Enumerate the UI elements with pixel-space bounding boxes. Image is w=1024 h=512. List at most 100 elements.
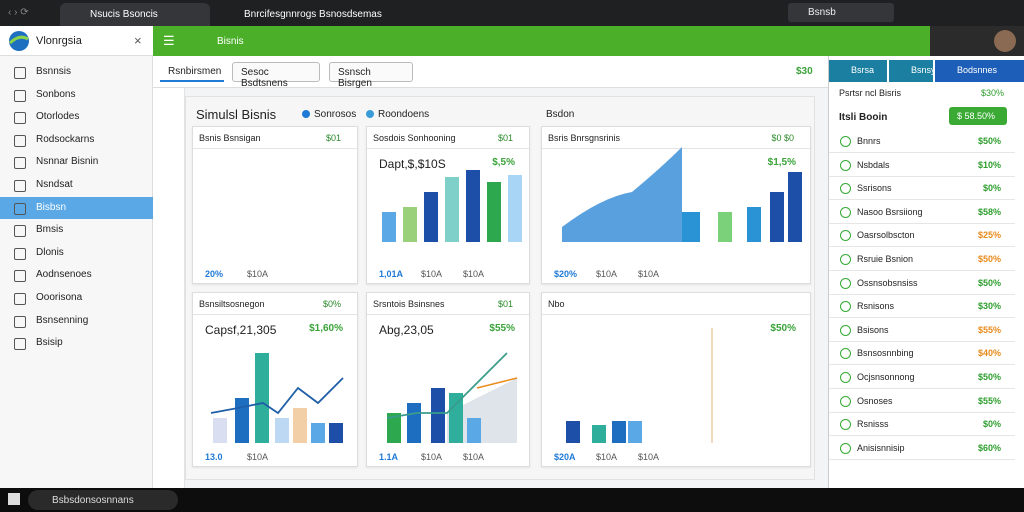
panel-row[interactable]: Bsnsosnnbing $40% bbox=[829, 342, 1015, 366]
row-label: Nasoo Bsrsiiong bbox=[857, 206, 923, 217]
badge: $30 bbox=[796, 66, 813, 77]
panel-row[interactable]: Ossnsobsnsiss $50% bbox=[829, 272, 1015, 295]
browser-tabs: ‹ › ⟳ Nsucis Bsoncis Bnrcifesgnnrogs Bsn… bbox=[0, 0, 1024, 26]
nav-item[interactable]: Ooorisona bbox=[0, 287, 153, 309]
nav-item[interactable]: Aodnsenoes bbox=[0, 264, 153, 286]
row-value: $50% bbox=[977, 254, 1001, 264]
card: Sosdois Sonhooning $01 Dapt,$,$10S $,5% 1,01… bbox=[366, 126, 530, 284]
panel-tab[interactable]: Bodsnnes bbox=[935, 60, 1024, 82]
card-percent: $55% bbox=[489, 323, 515, 334]
chart-thumbnail bbox=[566, 328, 713, 443]
chart-thumbnail bbox=[386, 352, 518, 443]
row-value: $25% bbox=[977, 230, 1001, 241]
panel-row[interactable]: Bnnrs $50% bbox=[829, 130, 1015, 153]
card-footer: 20% bbox=[205, 269, 224, 279]
sidebar: Vlonrgsia × Bsnnsis Sonbons Otorlodes Rodso… bbox=[0, 26, 153, 488]
card-footer: $10A bbox=[596, 452, 618, 462]
nav-item[interactable]: Rodsockarns bbox=[0, 129, 153, 151]
panel-row[interactable]: Rsruie Bsnion $50% bbox=[829, 248, 1015, 271]
card-headline: Capsf,21,305 bbox=[205, 323, 277, 337]
nav-item[interactable]: Bsisip bbox=[0, 332, 153, 354]
icon-column bbox=[153, 88, 185, 488]
highlight-button[interactable]: $ 58.50% bbox=[949, 107, 1007, 125]
nav-item[interactable]: Nsnnar Bisnin bbox=[0, 151, 153, 173]
row-label: Bsisons bbox=[857, 324, 889, 335]
search-box[interactable]: Bsnsb bbox=[788, 3, 894, 22]
row-value: $55% bbox=[977, 324, 1001, 335]
panel-row[interactable]: Ocjsnsonnong $50% bbox=[829, 366, 1015, 389]
row-value: $55% bbox=[977, 395, 1001, 406]
card-title: Srsntois Bsinsnes bbox=[373, 299, 445, 309]
card-tag: $0 $0 bbox=[771, 133, 794, 143]
sidebar-header: Vlonrgsia × bbox=[0, 26, 153, 56]
card-footer: $10A bbox=[247, 269, 269, 279]
panel-row[interactable]: Rsnisss $0% bbox=[829, 413, 1015, 437]
panel-row[interactable]: Oasrsolbscton $25% bbox=[829, 224, 1015, 248]
card-tag: $01 bbox=[497, 133, 513, 143]
close[interactable]: × bbox=[134, 33, 142, 48]
row-label: Ssrisons bbox=[857, 183, 892, 194]
panel-row[interactable]: Ssrisons $0% bbox=[829, 177, 1015, 201]
avatar[interactable] bbox=[994, 30, 1016, 52]
nav-item[interactable]: Bsnsenning bbox=[0, 310, 153, 332]
card-title: Bsnsiltsosnegon bbox=[199, 299, 265, 309]
card-footer: $10A bbox=[421, 269, 443, 279]
panel-row[interactable]: Nsbdals $10% bbox=[829, 154, 1015, 177]
toolbar-button[interactable]: Ssnsch Bisrgen bbox=[329, 62, 413, 89]
nav-item[interactable]: Sonbons bbox=[0, 84, 153, 106]
card-footer: $20A bbox=[554, 452, 576, 462]
legend-label: Roondoens bbox=[378, 109, 430, 120]
card-footer: 1.1A bbox=[379, 452, 399, 462]
tab[interactable]: Nsucis Bsoncis bbox=[60, 3, 210, 26]
row-value: $0% bbox=[982, 419, 1001, 430]
card-tag: $01 bbox=[497, 299, 513, 309]
highlight-label: Itsli Booin bbox=[839, 112, 888, 123]
card-header: Sosdois Sonhooning bbox=[367, 127, 529, 149]
taskbar-search[interactable]: Bsbsdonsosnnans bbox=[28, 490, 178, 510]
nav-item[interactable]: Otorlodes bbox=[0, 106, 153, 128]
panel-row[interactable]: Rsnisons $30% bbox=[829, 295, 1015, 319]
card-header: Bsnis Bsnsigan bbox=[193, 127, 357, 149]
nav-item[interactable]: Bmsis bbox=[0, 219, 153, 241]
panel-tab[interactable]: Bsrsa bbox=[829, 60, 887, 82]
card: Bsris Bnrsgnsrinis $0 $0 $1,5% $20% $10A $10A bbox=[541, 126, 811, 284]
card-percent: $50% bbox=[770, 323, 796, 334]
card: Bsnsiltsosnegon $0% Capsf,21,305 $1,60% 13.0… bbox=[192, 292, 358, 467]
card-tag: $01 bbox=[325, 133, 341, 143]
chart-thumbnail bbox=[382, 170, 522, 242]
panel-row[interactable]: Nasoo Bsrsiiong $58% bbox=[829, 201, 1015, 224]
card-percent: $1,5% bbox=[767, 157, 796, 168]
toolbar-button[interactable]: Rsnbirsmen bbox=[160, 62, 224, 82]
card-footer: $20% bbox=[554, 269, 578, 279]
panel-row[interactable]: Osnoses $55% bbox=[829, 390, 1015, 413]
nav-item[interactable]: Dlonis bbox=[0, 242, 153, 264]
row-label: Bnnrs bbox=[857, 136, 881, 146]
nav-item[interactable]: Bsnnsis bbox=[0, 61, 153, 83]
start[interactable] bbox=[8, 493, 20, 505]
nav-item[interactable]: Nsndsat bbox=[0, 174, 153, 196]
tab[interactable]: Bnrcifesgnnrogs Bsnosdsemas bbox=[244, 9, 382, 20]
card-footer: 1,01A bbox=[379, 269, 404, 279]
nav[interactable]: ‹ › ⟳ bbox=[8, 7, 29, 18]
row-label: Anisisnnisip bbox=[857, 442, 905, 453]
chart-thumbnail bbox=[562, 147, 802, 242]
card-footer: $10A bbox=[463, 269, 485, 279]
nav-item[interactable]: Bisbsn bbox=[0, 196, 153, 219]
panel-row[interactable]: Bsisons $55% bbox=[829, 319, 1015, 342]
user-area bbox=[930, 26, 1024, 56]
row-value: $10% bbox=[977, 159, 1001, 170]
row-value: $30% bbox=[977, 301, 1001, 312]
card-footer: $10A bbox=[638, 452, 660, 462]
row-label: Rsruie Bsnion bbox=[857, 254, 914, 264]
row-value: $50% bbox=[977, 136, 1001, 146]
panel-header-value: $30% bbox=[980, 88, 1004, 98]
toolbar-button[interactable]: Sesoc Bsdtsnens bbox=[232, 62, 320, 89]
panel-tab[interactable]: Bsnsy bbox=[889, 60, 936, 82]
card-headline: Abg,23,05 bbox=[379, 323, 434, 337]
right-panel: Bsrsa Bsnsy Bodsnnes Psrtsr ncl Bisris $30… bbox=[828, 56, 1024, 488]
card: Srsntois Bsinsnes $01 Abg,23,05 $55% 1.1A $10… bbox=[366, 292, 530, 467]
panel-row[interactable]: Anisisnnisip $60% bbox=[829, 437, 1015, 460]
card-header: Bsnsiltsosnegon bbox=[193, 293, 357, 315]
row-label: Bsnsosnnbing bbox=[857, 348, 914, 359]
menu[interactable]: ☰ bbox=[163, 33, 175, 48]
